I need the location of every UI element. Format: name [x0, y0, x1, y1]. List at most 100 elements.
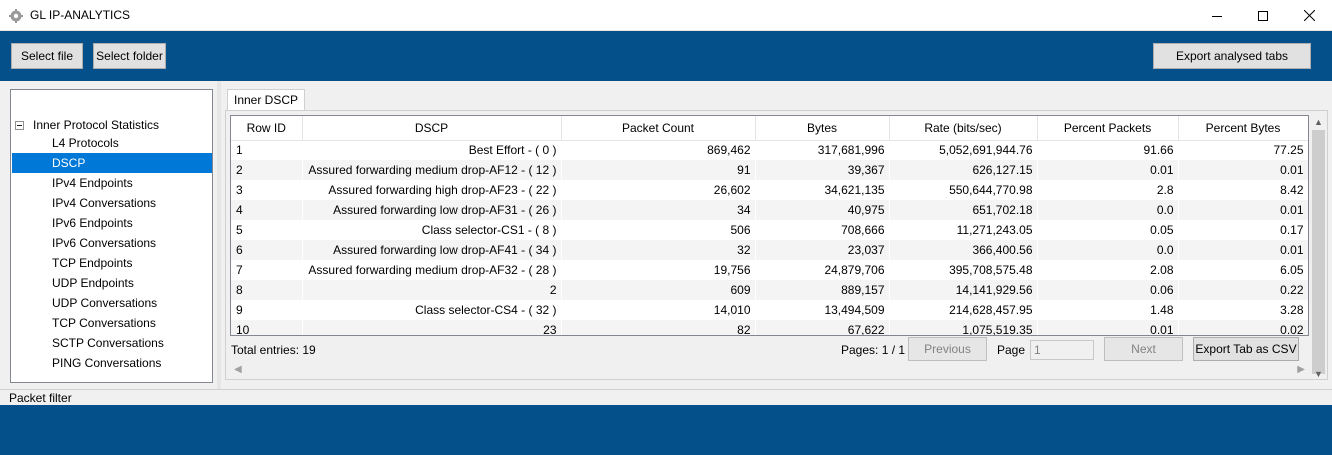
table-cell: 77.25	[1273, 143, 1304, 158]
table-cell: 91	[561, 160, 755, 180]
tree-item-ipv4-endpoints[interactable]: IPv4 Endpoints	[52, 176, 133, 190]
export-analysed-tabs-button[interactable]: Export analysed tabs	[1153, 43, 1311, 69]
previous-button[interactable]: Previous	[908, 337, 987, 361]
table-row[interactable]: 1 Best Effort - ( 0 ) 869,462 317,681,996 5,…	[231, 140, 1308, 160]
table-cell: 67,622	[755, 320, 889, 335]
horizontal-scrollbar[interactable]: ◀ ▶	[230, 363, 1309, 379]
export-tab-csv-button[interactable]: Export Tab as CSV	[1193, 337, 1299, 361]
table-row[interactable]: 2 Assured forwarding medium drop-AF12 - (…	[231, 160, 1308, 180]
table-row[interactable]: 5 Class selector-CS1 - ( 8 ) 506 708,666 11,…	[231, 220, 1308, 240]
table-row[interactable]: 7 Assured forwarding medium drop-AF32 - (…	[231, 260, 1308, 280]
tree-root[interactable]: Inner Protocol Statistics	[15, 116, 159, 134]
table-cell: 34	[561, 200, 755, 220]
column-header[interactable]: Rate (bits/sec)	[889, 116, 1038, 141]
scroll-left-icon[interactable]: ◀	[234, 364, 242, 375]
gear-icon	[9, 9, 23, 23]
table-cell: 395,708,575.48	[949, 263, 1033, 277]
table-row[interactable]: 9 Class selector-CS4 - ( 32 ) 14,010 13,494…	[231, 300, 1308, 320]
tree-item-udp-endpoints[interactable]: UDP Endpoints	[52, 276, 134, 290]
column-header[interactable]: Bytes	[755, 116, 890, 141]
table-cell: 3.28	[1280, 303, 1304, 317]
page-input[interactable]	[1030, 340, 1094, 360]
close-button[interactable]	[1286, 0, 1332, 31]
pages-label: Pages: 1 / 1	[841, 343, 906, 357]
tab-inner-dscp[interactable]: Inner DSCP	[227, 89, 306, 111]
table-cell: 0.22	[1178, 280, 1308, 300]
scroll-thumb[interactable]	[1312, 130, 1325, 374]
table-cell: 3	[236, 183, 243, 197]
tree-item-sctp-conversations[interactable]: SCTP Conversations	[52, 336, 164, 350]
table-cell: 0.01	[1178, 240, 1308, 260]
table-cell: 10	[231, 320, 302, 335]
table-cell: 23,037	[755, 240, 889, 260]
column-header[interactable]: Percent Packets	[1037, 116, 1179, 141]
table-row[interactable]: 10 23 82 67,622 1,075,519.35 0.01 0.02	[231, 320, 1308, 335]
table-cell: 2.8	[1156, 183, 1174, 197]
protocol-tree[interactable]: Inner Protocol Statistics L4 Protocols DS…	[10, 89, 213, 383]
table-cell: 5	[236, 223, 243, 237]
scroll-up-icon[interactable]: ▲	[1314, 117, 1323, 127]
data-grid[interactable]: Row ID DSCP Packet Count Bytes Rate (bits/se…	[230, 115, 1309, 336]
table-cell: 317,681,996	[817, 143, 885, 158]
next-button[interactable]: Next	[1104, 337, 1183, 361]
main-area: Inner Protocol Statistics L4 Protocols DS…	[0, 81, 1332, 389]
column-header[interactable]: Packet Count	[561, 116, 756, 141]
table-cell: 19,756	[713, 263, 751, 277]
table-cell: 506	[730, 223, 751, 237]
table-header: Row ID DSCP Packet Count Bytes Rate (bits/se…	[231, 116, 1308, 141]
table-cell: Assured forwarding medium drop-AF32 - ( …	[308, 263, 557, 277]
scroll-down-icon[interactable]: ▼	[1314, 369, 1323, 379]
select-file-button[interactable]: Select file	[11, 43, 83, 69]
table-cell: 0.01	[1037, 160, 1178, 180]
table-cell: 0.05	[1150, 223, 1174, 237]
vertical-scrollbar[interactable]: ▲ ▼	[1310, 115, 1327, 379]
column-header[interactable]: Percent Bytes	[1178, 116, 1308, 141]
tree-item-tcp-conversations[interactable]: TCP Conversations	[52, 316, 156, 330]
tab-pane: Inner DSCP Row ID DSCP Packet Count Bytes Ra…	[222, 87, 1328, 383]
table-cell: 0.01	[1037, 320, 1178, 335]
tree-item-ipv4-conversations[interactable]: IPv4 Conversations	[52, 196, 157, 210]
page-label: Page	[997, 343, 1026, 357]
table-row[interactable]: 3 Assured forwarding high drop-AF23 - ( 2…	[231, 180, 1308, 200]
table-cell: 11,271,243.05	[956, 223, 1033, 237]
total-entries-label: Total entries: 19	[231, 343, 316, 357]
table-cell: 91.66	[1143, 143, 1174, 158]
select-folder-button[interactable]: Select folder	[93, 43, 166, 69]
table-cell: 2.08	[1150, 263, 1174, 277]
tree-item-dscp[interactable]: DSCP	[12, 153, 212, 173]
table-cell: 14,010	[713, 303, 751, 317]
table-cell: Best Effort - ( 0 )	[468, 143, 557, 158]
minimize-button[interactable]	[1194, 0, 1240, 31]
tree-item-ipv6-conversations[interactable]: IPv6 Conversations	[52, 236, 157, 250]
table-row[interactable]: 6 Assured forwarding low drop-AF41 - ( 34…	[231, 240, 1308, 260]
table-cell: 0.0	[1037, 200, 1178, 220]
table-cell: 34,621,135	[824, 183, 885, 197]
column-header[interactable]: DSCP	[302, 116, 562, 141]
table-cell: 0.02	[1178, 320, 1308, 335]
table-cell: Class selector-CS4 - ( 32 )	[415, 303, 557, 317]
table-row[interactable]: 4 Assured forwarding low drop-AF31 - ( 26…	[231, 200, 1308, 220]
tree-item-tcp-endpoints[interactable]: TCP Endpoints	[52, 256, 133, 270]
tree-item-udp-conversations[interactable]: UDP Conversations	[52, 296, 158, 310]
scroll-right-icon[interactable]: ▶	[1297, 364, 1305, 375]
column-header[interactable]: Row ID	[231, 116, 303, 141]
dscp-table: Row ID DSCP Packet Count Bytes Rate (bits/se…	[231, 116, 1308, 335]
maximize-icon	[1258, 10, 1268, 21]
table-row[interactable]: 8 2 609 889,157 14,141,929.56 0.06 0.22	[231, 280, 1308, 300]
table-cell: 366,400.56	[889, 240, 1037, 260]
splitter[interactable]	[217, 81, 221, 389]
tree-item-ipv6-endpoints[interactable]: IPv6 Endpoints	[52, 216, 133, 230]
maximize-button[interactable]	[1240, 0, 1286, 31]
tab-body: Row ID DSCP Packet Count Bytes Rate (bits/se…	[225, 110, 1328, 380]
table-cell: 1,075,519.35	[889, 320, 1037, 335]
table-cell: 5,052,691,944.76	[939, 143, 1033, 158]
tree-item-ping-conversations[interactable]: PING Conversations	[52, 356, 162, 370]
collapse-icon[interactable]	[15, 120, 24, 130]
table-cell: 0.01	[1178, 160, 1308, 180]
table-cell: 651,702.18	[889, 200, 1037, 220]
packet-filter-bar: Packet filter	[0, 389, 1332, 405]
table-cell: 13,494,509	[824, 303, 885, 317]
table-cell: 40,975	[755, 200, 889, 220]
table-cell: 214,628,457.95	[949, 303, 1033, 317]
tree-item-l4-protocols[interactable]: L4 Protocols	[52, 136, 119, 150]
